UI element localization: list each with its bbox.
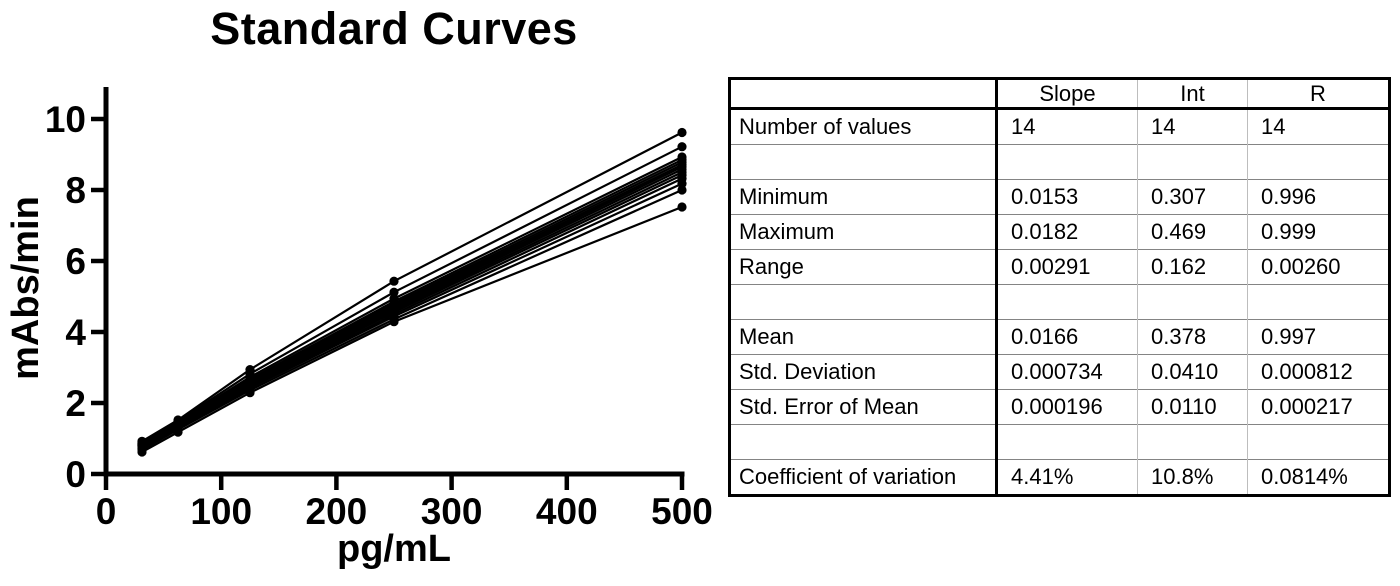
- x-tick-label: 100: [190, 491, 252, 532]
- row-label: Range: [729, 249, 998, 285]
- row-label: [729, 424, 998, 460]
- chart-title: Standard Curves: [210, 3, 578, 54]
- cell-int: [1137, 424, 1248, 460]
- row-label: Minimum: [729, 179, 998, 215]
- cell-r: [1247, 424, 1390, 460]
- data-point: [389, 317, 399, 327]
- row-label: Number of values: [729, 108, 998, 145]
- row-label: [729, 284, 998, 320]
- cell-slope: 0.0182: [996, 214, 1138, 250]
- row-label: Std. Error of Mean: [729, 389, 998, 425]
- cell-int: 0.307: [1137, 179, 1248, 215]
- x-tick-label: 300: [421, 491, 483, 532]
- table-row: Std. Error of Mean 0.000196 0.0110 0.000…: [729, 389, 1390, 425]
- cell-int: 14: [1137, 108, 1248, 145]
- table-row: Range 0.00291 0.162 0.00260: [729, 249, 1390, 285]
- cell-int: [1137, 144, 1248, 180]
- cell-r: [1247, 284, 1390, 320]
- y-tick-label: 4: [65, 312, 86, 353]
- cell-slope: [996, 424, 1138, 460]
- x-tick-label: 500: [651, 491, 713, 532]
- header-rowlabel: [729, 78, 998, 110]
- cell-r: 14: [1247, 108, 1390, 145]
- cell-int: 0.378: [1137, 319, 1248, 355]
- table-row-spacer: [729, 284, 1390, 320]
- table-row: Std. Deviation 0.000734 0.0410 0.000812: [729, 354, 1390, 390]
- cell-r: 0.996: [1247, 179, 1390, 215]
- cell-slope: 0.000734: [996, 354, 1138, 390]
- y-tick-label: 8: [65, 170, 86, 211]
- table-row: Maximum 0.0182 0.469 0.999: [729, 214, 1390, 250]
- data-point: [389, 287, 399, 297]
- data-point: [677, 185, 687, 195]
- cell-slope: 0.00291: [996, 249, 1138, 285]
- table-row: Coefficient of variation 4.41% 10.8% 0.0…: [729, 459, 1390, 496]
- header-int: Int: [1137, 78, 1248, 110]
- table-row-spacer: [729, 424, 1390, 460]
- table-row: Number of values 14 14 14: [729, 108, 1390, 145]
- cell-slope: 14: [996, 108, 1138, 145]
- x-tick-label: 200: [306, 491, 368, 532]
- table-row-spacer: [729, 144, 1390, 180]
- cell-r: 0.000812: [1247, 354, 1390, 390]
- y-tick-label: 2: [65, 383, 86, 424]
- data-point: [677, 127, 687, 138]
- cell-int: 0.0410: [1137, 354, 1248, 390]
- cell-slope: 0.000196: [996, 389, 1138, 425]
- row-label: [729, 144, 998, 180]
- row-label: Coefficient of variation: [729, 459, 998, 496]
- cell-r: 0.0814%: [1247, 459, 1390, 496]
- data-point: [677, 142, 687, 152]
- cell-slope: 0.0153: [996, 179, 1138, 215]
- cell-int: 10.8%: [1137, 459, 1248, 496]
- data-point: [137, 447, 147, 457]
- cell-int: 0.0110: [1137, 389, 1248, 425]
- cell-slope: [996, 284, 1138, 320]
- data-point: [677, 202, 687, 212]
- cell-r: 0.997: [1247, 319, 1390, 355]
- y-tick-label: 10: [45, 99, 86, 140]
- table-row: Mean 0.0166 0.378 0.997: [729, 319, 1390, 355]
- cell-slope: 0.0166: [996, 319, 1138, 355]
- x-tick-label: 400: [536, 491, 598, 532]
- curve-line: [141, 188, 683, 451]
- x-tick-label: 0: [96, 491, 117, 532]
- curve-line: [141, 205, 683, 453]
- cell-int: 0.469: [1137, 214, 1248, 250]
- table-header-row: Slope Int R: [729, 78, 1390, 110]
- cell-r: 0.000217: [1247, 389, 1390, 425]
- cell-int: [1137, 284, 1248, 320]
- cell-slope: [996, 144, 1138, 180]
- row-label: Std. Deviation: [729, 354, 998, 390]
- x-axis-title: pg/mL: [337, 528, 451, 570]
- statistics-table: Slope Int R Number of values 14 14 14 Mi…: [728, 77, 1391, 497]
- data-point: [245, 388, 255, 398]
- cell-r: 0.999: [1247, 214, 1390, 250]
- data-point: [677, 179, 687, 189]
- cell-int: 0.162: [1137, 249, 1248, 285]
- cell-r: 0.00260: [1247, 249, 1390, 285]
- table-row: Minimum 0.0153 0.307 0.996: [729, 179, 1390, 215]
- row-label: Maximum: [729, 214, 998, 250]
- data-point: [389, 276, 399, 286]
- y-tick-label: 6: [65, 241, 86, 282]
- y-tick-label: 0: [65, 454, 86, 495]
- cell-r: [1247, 144, 1390, 180]
- header-slope: Slope: [996, 78, 1138, 110]
- data-point: [173, 427, 183, 437]
- header-r: R: [1247, 78, 1390, 110]
- row-label: Mean: [729, 319, 998, 355]
- cell-slope: 4.41%: [996, 459, 1138, 496]
